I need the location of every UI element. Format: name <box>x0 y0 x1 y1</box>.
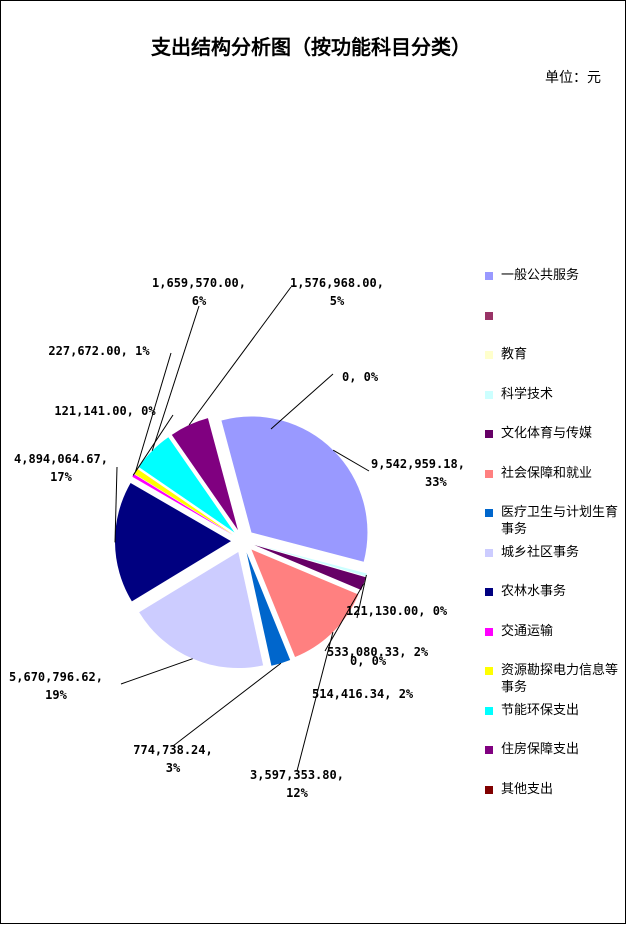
legend-swatch <box>485 351 493 359</box>
data-label: 0, 0% <box>350 654 387 668</box>
legend-label: 节能环保支出 <box>501 702 580 718</box>
legend-swatch <box>485 272 493 280</box>
legend-label: 一般公共服务 <box>501 268 580 283</box>
data-label-percent: 33% <box>425 475 447 489</box>
legend-label: 其他支出 <box>501 781 554 797</box>
legend-label: 资源勘探电力信息等事务 <box>501 663 619 695</box>
leader-line <box>132 414 174 476</box>
pie-slice <box>251 549 359 658</box>
legend-swatch <box>485 785 493 794</box>
data-label-percent: 19% <box>45 688 67 702</box>
data-label: 121,130.00, 0% <box>346 604 448 618</box>
data-label-value: 5,670,796.62, <box>9 670 103 684</box>
data-label: 533,080.33, 2% <box>327 645 429 659</box>
leader-line <box>332 449 370 472</box>
legend-swatch <box>485 627 493 636</box>
legend-swatch <box>485 667 493 675</box>
leader-line <box>114 466 118 543</box>
legend-swatch <box>485 706 493 715</box>
legend-swatch <box>485 548 493 557</box>
pie-slice <box>254 544 367 577</box>
data-label-value: 1,576,968.00, <box>290 276 384 290</box>
legend-label: 医疗卫生与计划生育事务 <box>501 505 619 537</box>
data-label-value: 3,597,353.80, <box>250 768 344 782</box>
legend-swatch <box>485 746 493 754</box>
pie-slice <box>221 416 368 562</box>
legend-label: 交通运输 <box>501 623 554 639</box>
pie-slice <box>246 552 291 666</box>
pie-slice <box>115 483 232 602</box>
legend-label: 社会保障和就业 <box>501 465 593 481</box>
pie-slice <box>138 437 235 533</box>
leader-line <box>296 631 334 772</box>
data-label-percent: 6% <box>192 294 207 308</box>
data-label: 227,672.00, 1% <box>48 344 150 358</box>
data-label: 0, 0% <box>342 370 379 384</box>
pie-slice <box>139 552 264 669</box>
data-label-value: 4,894,064.67, <box>14 452 108 466</box>
data-label-percent: 3% <box>166 761 181 775</box>
legend-swatch <box>485 588 493 596</box>
pie-slice <box>171 418 238 531</box>
data-label: 121,141.00, 0% <box>54 404 156 418</box>
leader-line <box>270 373 334 430</box>
data-label-value: 774,738.24, <box>133 743 212 757</box>
legend-swatch <box>485 430 493 438</box>
leader-line <box>188 286 292 426</box>
unit-label: 单位：元 <box>545 70 601 86</box>
data-label: 514,416.34, 2% <box>312 687 414 701</box>
leader-line <box>356 574 367 619</box>
pie-slice <box>134 468 233 535</box>
data-label-percent: 12% <box>286 786 308 800</box>
data-label-percent: 17% <box>50 470 72 484</box>
leader-line <box>151 305 200 451</box>
legend-label: 科学技术 <box>501 386 554 402</box>
pie-slice <box>254 545 366 590</box>
leader-line <box>172 662 282 747</box>
legend-label: 城乡社区事务 <box>501 544 580 560</box>
legend-swatch <box>485 390 493 399</box>
legend-swatch <box>485 509 493 517</box>
leader-line <box>135 352 172 472</box>
data-label-value: 9,542,959.18, <box>371 457 465 471</box>
legend-label: 文化体育与传媒 <box>501 426 593 441</box>
legend-label: 农林水事务 <box>501 584 567 599</box>
legend-swatch <box>485 311 493 320</box>
legend-label: 教育 <box>501 347 528 362</box>
legend-swatch <box>485 469 493 478</box>
data-label-percent: 5% <box>330 294 345 308</box>
pie-slice <box>132 474 233 535</box>
legend-label: 住房保障支出 <box>501 742 580 757</box>
chart-title: 支出结构分析图（按功能科目分类） <box>151 35 471 59</box>
data-label-value: 1,659,570.00, <box>152 276 246 290</box>
leader-line <box>120 658 193 685</box>
